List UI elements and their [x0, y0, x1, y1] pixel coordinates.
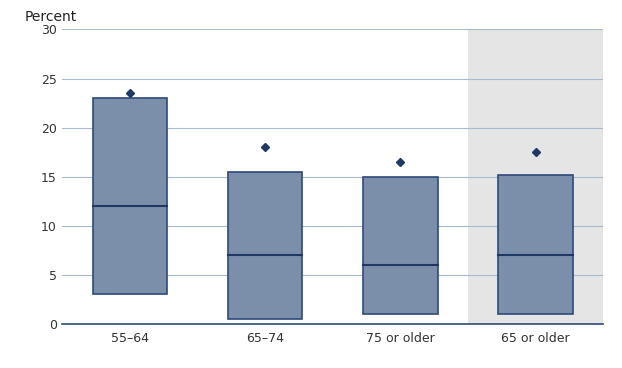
Bar — [228, 172, 302, 319]
Bar — [93, 98, 167, 294]
Bar — [498, 175, 573, 314]
Bar — [468, 29, 617, 324]
Text: Percent: Percent — [24, 10, 77, 24]
Bar — [363, 177, 438, 314]
